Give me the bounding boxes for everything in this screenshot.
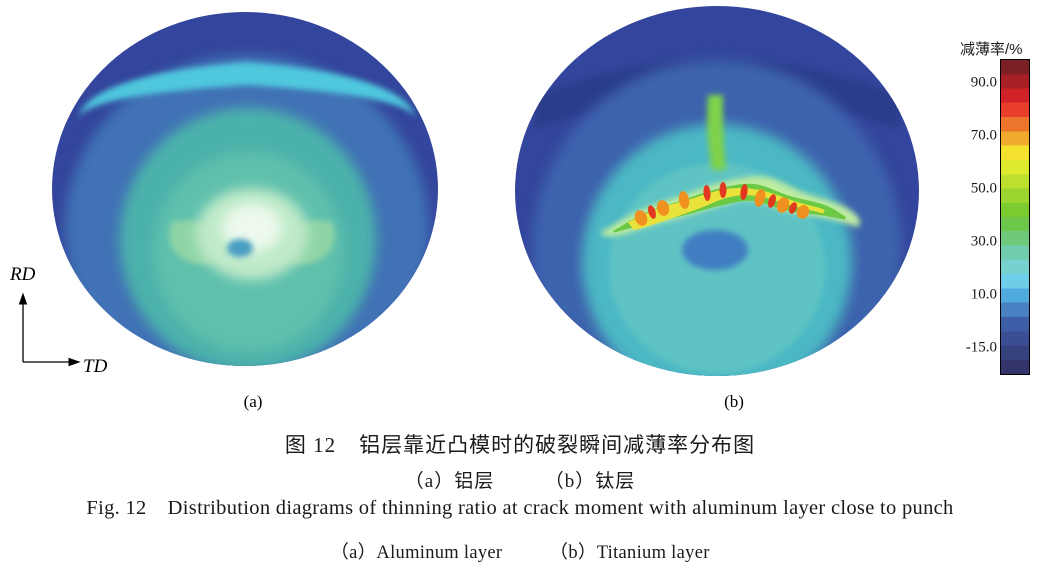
svg-text:TD: TD xyxy=(83,356,108,377)
svg-text:(a): (a) xyxy=(244,392,263,411)
svg-text:(b): (b) xyxy=(724,392,744,411)
svg-text:RD: RD xyxy=(9,264,36,285)
